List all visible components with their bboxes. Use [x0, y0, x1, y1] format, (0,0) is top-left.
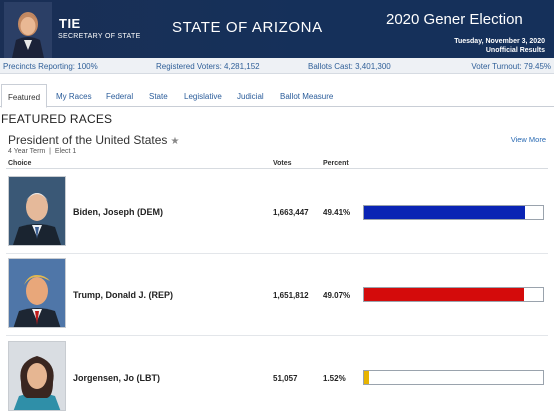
election-date: Tuesday, November 3, 2020 — [454, 38, 545, 45]
candidate-percent: 49.07% — [323, 291, 351, 300]
trump-photo — [8, 258, 66, 328]
header-banner: TIE SECRETARY OF STATE STATE OF ARIZONA … — [0, 0, 554, 58]
ballots-cast: Ballots Cast: 3,401,300 — [308, 62, 391, 71]
star-icon[interactable]: ★ — [170, 136, 180, 147]
precincts-reporting: Precincts Reporting: 100% — [3, 62, 98, 71]
state-title: STATE OF ARIZONA — [172, 19, 323, 36]
election-title: 2020 Gener Election — [386, 11, 523, 28]
jorgensen-photo — [8, 341, 66, 411]
vote-share-fill — [364, 371, 369, 384]
row-divider — [6, 253, 548, 254]
candidate-votes: 1,663,447 — [273, 208, 309, 217]
race-title: President of the United States ★ — [8, 133, 179, 147]
result-status: Unofficial Results — [485, 47, 545, 54]
section-title: FEATURED RACES — [1, 112, 113, 126]
column-percent: Percent — [323, 160, 349, 167]
header-divider — [6, 168, 548, 169]
biden-photo — [8, 176, 66, 246]
tab-featured[interactable]: Featured — [1, 84, 48, 108]
secretary-name: TIE — [59, 16, 81, 31]
tab-legislative[interactable]: Legislative — [184, 92, 222, 101]
tab-my-races[interactable]: My Races — [56, 92, 92, 101]
tab-ballot-measure[interactable]: Ballot Measure — [280, 92, 334, 101]
vote-share-fill — [364, 288, 524, 301]
race-separator: | — [49, 148, 51, 155]
candidate-name: Trump, Donald J. (REP) — [73, 290, 174, 300]
race-tabs: Featured My Races Federal State Legislat… — [0, 84, 554, 108]
candidate-percent: 49.41% — [323, 208, 351, 217]
registered-voters: Registered Voters: 4,281,152 — [156, 62, 260, 71]
view-more-link[interactable]: View More — [510, 135, 546, 144]
tab-state[interactable]: State — [149, 92, 168, 101]
race-term: 4 Year Term — [8, 148, 46, 155]
candidate-votes: 51,057 — [273, 374, 298, 383]
stats-bar: Precincts Reporting: 100% Registered Vot… — [0, 58, 554, 74]
candidate-percent: 1.52% — [323, 374, 346, 383]
candidate-votes: 1,651,812 — [273, 291, 309, 300]
tab-judicial[interactable]: Judicial — [237, 92, 264, 101]
race-title-text: President of the United States — [8, 133, 168, 147]
row-divider — [6, 335, 548, 336]
column-votes: Votes — [273, 160, 292, 167]
race-subtitle: 4 Year Term | Elect 1 — [8, 148, 76, 155]
vote-share-bar — [363, 205, 544, 220]
race-elect: Elect 1 — [54, 148, 77, 155]
vote-share-bar — [363, 370, 544, 385]
vote-share-fill — [364, 206, 525, 219]
candidate-name: Jorgensen, Jo (LBT) — [73, 373, 161, 383]
tab-federal[interactable]: Federal — [106, 92, 134, 101]
secretary-title: SECRETARY OF STATE — [58, 33, 141, 40]
column-choice: Choice — [8, 160, 32, 167]
secretary-photo — [4, 2, 52, 58]
candidate-name: Biden, Joseph (DEM) — [73, 207, 164, 217]
voter-turnout: Voter Turnout: 79.45% — [471, 62, 551, 71]
vote-share-bar — [363, 287, 544, 302]
